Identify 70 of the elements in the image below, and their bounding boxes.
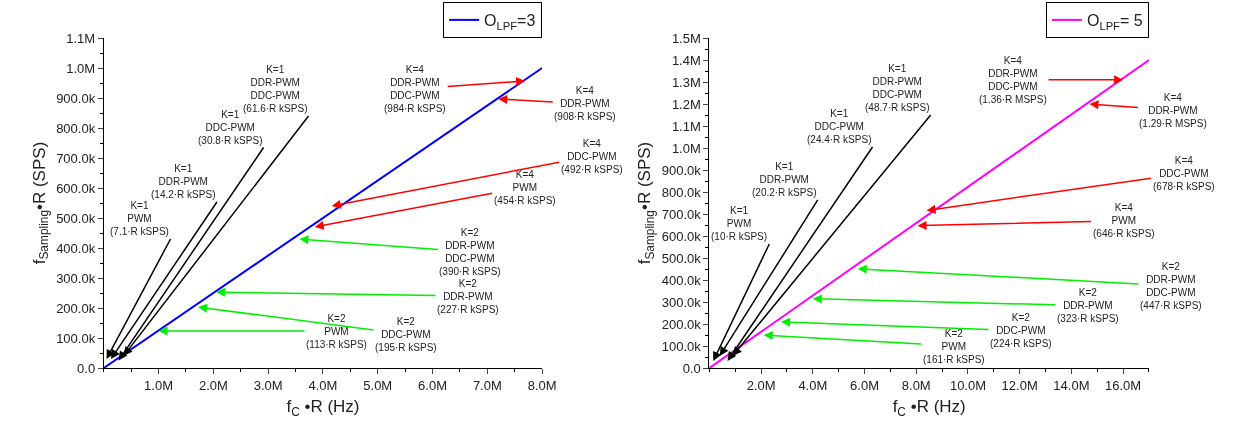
annotation: K=4 PWM (646·R kSPS) [1093, 202, 1155, 239]
y-tick-label: 1.0M [66, 60, 96, 76]
x-tick-label: 8.0M [901, 377, 931, 393]
x-tick-label: 6.0M [850, 377, 879, 393]
y-tick-label: 300.0k [56, 270, 96, 286]
annotation: K=1 PWM (10·R kSPS) [711, 205, 768, 242]
y-tick-label: 200.0k [661, 316, 702, 332]
annotation: K=1 DDR-PWM DDC-PWM (61.6·R kSPS) [243, 64, 308, 114]
annotation: K=2 DDC-PWM (195·R kSPS) [375, 316, 437, 353]
x-tick-label: 2.0M [198, 377, 228, 393]
x-axis-title: f$_{C}$ •R (Hz) [286, 397, 360, 419]
annotation: K=2 DDC-PWM (224·R kSPS) [990, 312, 1052, 349]
annotation: K=1 DDR-PWM (14.2·R kSPS) [151, 163, 216, 200]
y-tick-label: 1.2M [671, 96, 701, 112]
y-tick-label: 100.0k [56, 330, 96, 346]
x-tick-label: 3.0M [253, 377, 283, 393]
y-tick-label: 1.1M [671, 118, 701, 134]
annotation: K=2 PWM (113·R kSPS) [306, 313, 367, 350]
y-tick-label: 500.0k [56, 210, 96, 226]
y-tick-label: 700.0k [661, 206, 702, 222]
x-axis-title: f$_{C}$ •R (Hz) [892, 397, 966, 419]
annotation: K=2 DDR-PWM DDC-PWM (390·R kSPS) [439, 227, 501, 277]
x-tick-label: 8.0M [527, 377, 557, 393]
annotation: K=4 DDR-PWM (1.29·R MSPS) [1139, 92, 1207, 129]
annotation: K=4 DDR-PWM (908·R kSPS) [554, 85, 616, 122]
x-tick-label: 16.0M [1105, 377, 1142, 393]
y-tick-label: 100.0k [661, 338, 702, 354]
y-tick-label: 0.0 [682, 360, 701, 376]
y-tick-label: 800.0k [56, 120, 96, 136]
y-tick-label: 1.1M [66, 30, 96, 46]
y-tick-label: 200.0k [56, 300, 96, 316]
annotation: K=1 DDR-PWM DDC-PWM (48.7·R kSPS) [865, 63, 930, 113]
y-tick-label: 1.4M [671, 52, 701, 68]
y-tick-label: 1.3M [671, 74, 701, 90]
x-tick-label: 7.0M [472, 377, 502, 393]
x-tick-label: 14.0M [1053, 377, 1090, 393]
x-tick-label: 2.0M [746, 377, 776, 393]
x-tick-label: 1.0M [144, 377, 174, 393]
x-tick-label: 10.0M [949, 377, 987, 393]
annotation: K=4 DDR-PWM DDC-PWM (1.36·R MSPS) [979, 55, 1047, 105]
y-tick-label: 700.0k [56, 150, 96, 166]
x-tick-label: 5.0M [363, 377, 393, 393]
y-tick-label: 400.0k [661, 272, 702, 288]
x-tick-label: 4.0M [798, 377, 828, 393]
legend-label: O$_{LPF}$=3 [484, 12, 536, 32]
legend-label: O$_{LPF}$= 5 [1086, 12, 1143, 32]
y-tick-label: 600.0k [661, 228, 702, 244]
annotation: K=4 DDC-PWM (492·R kSPS) [561, 138, 623, 175]
y-tick-label: 0.0 [77, 360, 96, 376]
x-tick-label: 12.0M [1001, 377, 1038, 393]
y-tick-label: 900.0k [661, 162, 702, 178]
y-tick-label: 600.0k [56, 180, 96, 196]
y-tick-label: 400.0k [56, 240, 96, 256]
y-tick-label: 800.0k [661, 184, 702, 200]
annotation: K=4 PWM (454·R kSPS) [494, 169, 556, 206]
y-tick-label: 1.0M [671, 140, 701, 156]
annotation: K=2 DDR-PWM (323·R kSPS) [1057, 287, 1119, 324]
annotation: K=1 DDR-PWM (20.2·R kSPS) [752, 161, 817, 198]
annotation: K=4 DDC-PWM (678·R kSPS) [1153, 155, 1215, 192]
y-tick-label: 900.0k [56, 90, 96, 106]
x-tick-label: 4.0M [308, 377, 338, 393]
y-tick-label: 500.0k [661, 250, 702, 266]
annotation: K=2 PWM (161·R kSPS) [923, 328, 985, 365]
x-tick-label: 6.0M [418, 377, 447, 393]
annotation: K=2 DDR-PWM (227·R kSPS) [437, 278, 499, 315]
annotation: K=1 PWM (7.1·R kSPS) [110, 200, 169, 237]
annotation: K=4 DDR-PWM DDC-PWM (984·R kSPS) [384, 64, 446, 114]
y-tick-label: 1.5M [671, 30, 701, 46]
y-tick-label: 300.0k [661, 294, 702, 310]
annotation: K=2 DDR-PWM DDC-PWM (447·R kSPS) [1140, 261, 1202, 311]
